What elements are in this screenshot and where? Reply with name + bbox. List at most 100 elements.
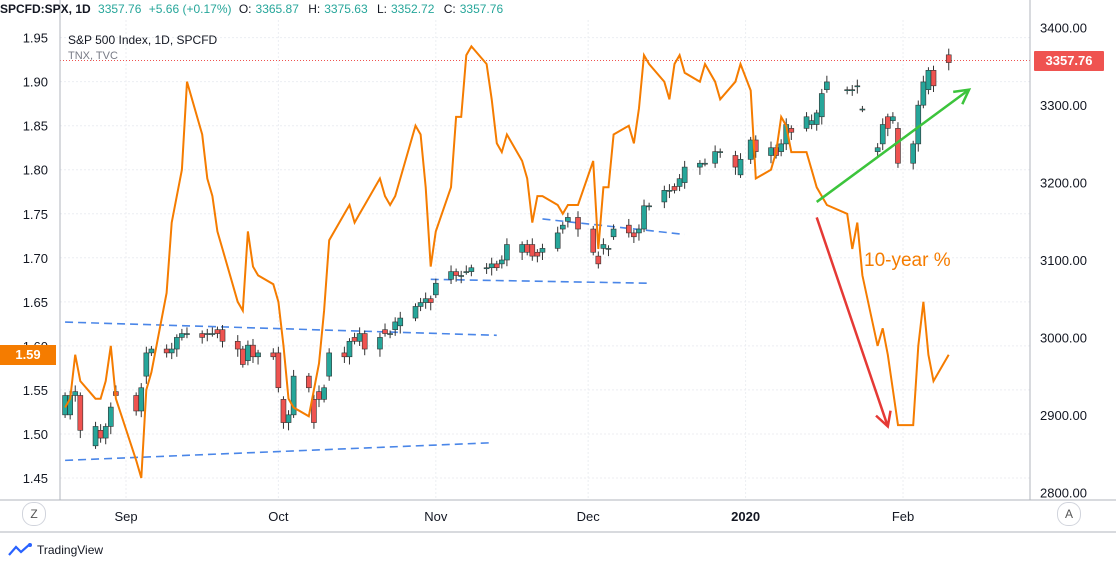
candle-body-15 [174, 337, 180, 350]
right-tick-label-5: 2900.00 [1040, 408, 1087, 423]
candle-body-61 [499, 259, 505, 265]
candle-body-75 [605, 248, 612, 250]
candle-44 [382, 323, 388, 337]
candle-52 [433, 278, 439, 298]
candle-112 [890, 112, 896, 124]
candle-body-99 [788, 128, 795, 133]
candle-75 [605, 245, 612, 257]
candle-body-76 [610, 228, 617, 238]
overlay-series-legend[interactable]: TNX, TVC [68, 50, 118, 62]
candle-56 [463, 265, 470, 275]
candle-body-64 [524, 244, 531, 253]
candle-45 [387, 330, 393, 339]
candle-body-84 [671, 186, 678, 191]
candle-58 [483, 263, 490, 274]
candle-body-18 [199, 333, 205, 338]
candle-65 [529, 238, 536, 261]
right-tick-label-4: 3000.00 [1040, 330, 1087, 345]
candle-25 [245, 340, 251, 366]
candle-body-114 [910, 143, 916, 164]
candle-body-86 [681, 166, 688, 183]
candle-body-9 [133, 395, 139, 412]
candle-57 [468, 264, 475, 277]
candle-body-102 [813, 112, 820, 125]
candle-body-70 [565, 217, 571, 222]
left-tick-label-3: 1.80 [23, 163, 48, 178]
candle-body-93 [747, 139, 754, 160]
candle-body-90 [717, 151, 724, 153]
right-axis-labels: 3400.00 3300.00 3200.00 3100.00 3000.00 2900.… [1040, 21, 1087, 501]
x-tick-label-4: 2020 [731, 509, 760, 524]
candle-body-32 [290, 375, 297, 416]
high-value: 3375.63 [324, 2, 368, 16]
candle-34 [311, 394, 317, 429]
symbol-label[interactable]: SPCFD:SPX, 1D [0, 2, 91, 16]
candle-69 [559, 222, 566, 234]
candle-body-20 [209, 333, 216, 335]
candle-body-100 [803, 116, 810, 129]
ten-year-annotation: 10-year % [864, 250, 951, 271]
candle-90 [717, 148, 724, 158]
candle-body-4 [92, 426, 99, 447]
candle-body-6 [102, 426, 109, 439]
x-tick-label-5: Feb [892, 509, 914, 524]
candle-85 [676, 174, 683, 192]
candle-16 [179, 328, 185, 341]
candle-46 [392, 317, 398, 336]
candle-body-72 [590, 228, 597, 253]
open-value: 3365.87 [255, 2, 299, 16]
candle-body-48 [412, 306, 419, 319]
arrow-head-red [875, 410, 892, 429]
candle-74 [600, 238, 607, 255]
candle-6 [102, 423, 109, 445]
candle-113 [895, 122, 901, 168]
left-tick-label-6: 1.65 [23, 295, 48, 310]
candle-66 [534, 249, 541, 263]
candle-106 [849, 85, 856, 96]
right-scale-button[interactable]: A [1057, 502, 1081, 526]
candle-104 [824, 75, 830, 93]
candle-89 [712, 145, 718, 168]
tnx-value-tag: 1.59 [0, 345, 56, 365]
candle-53 [448, 265, 454, 284]
candle-body-13 [163, 348, 170, 354]
candle-body-41 [356, 333, 363, 342]
candle-35 [316, 385, 322, 408]
candle-73 [595, 251, 602, 269]
candle-body-106 [849, 89, 856, 91]
candle-body-107 [854, 85, 861, 88]
candle-71 [575, 211, 581, 237]
candle-body-97 [778, 143, 784, 152]
candle-24 [240, 345, 246, 368]
x-tick-label-0: Sep [114, 509, 137, 524]
candle-72 [590, 225, 597, 256]
candle-17 [184, 327, 190, 339]
candle-body-74 [600, 244, 607, 249]
candle-54 [453, 268, 459, 282]
candle-body-119 [945, 54, 952, 63]
candle-42 [361, 330, 368, 356]
candle-27 [255, 349, 261, 365]
candle-108 [859, 105, 866, 113]
left-scale-button[interactable]: Z [22, 502, 46, 526]
candle-18 [199, 330, 205, 344]
candle-body-55 [458, 275, 465, 277]
candle-15 [174, 334, 180, 357]
main-series-legend[interactable]: S&P 500 Index, 1D, SPCFD [68, 33, 218, 47]
candle-105 [844, 86, 850, 95]
x-axis-labels: Sep Oct Nov Dec 2020 Feb [114, 509, 914, 524]
candle-body-22 [219, 329, 226, 342]
arrow-shaft-red [815, 217, 889, 427]
tradingview-logo[interactable]: TradingView [8, 540, 103, 560]
candle-101 [808, 114, 815, 130]
candle-body-83 [666, 190, 673, 192]
candle-body-12 [148, 348, 155, 354]
candle-19 [204, 328, 211, 342]
close-label: C: [443, 2, 456, 16]
candle-92 [737, 153, 744, 178]
candle-body-5 [97, 430, 104, 439]
candle-body-46 [392, 321, 398, 330]
candle-body-51 [427, 298, 434, 303]
left-tick-label-2: 1.85 [23, 119, 48, 134]
